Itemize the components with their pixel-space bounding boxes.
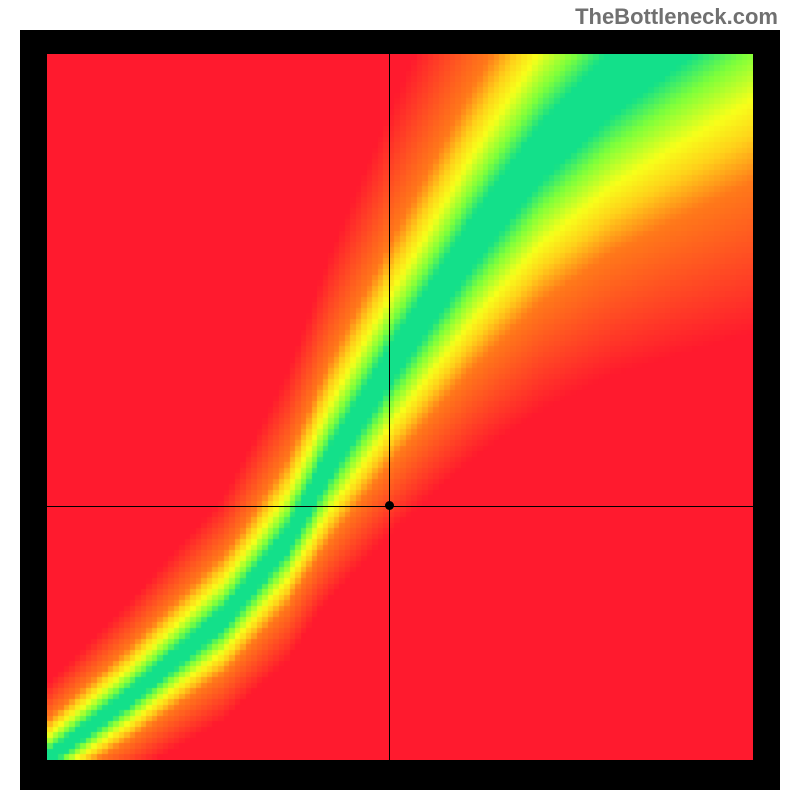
heatmap-canvas xyxy=(47,54,753,760)
chart-frame xyxy=(20,30,780,790)
crosshair-vertical xyxy=(389,54,390,760)
crosshair-horizontal xyxy=(47,506,753,507)
watermark-text: TheBottleneck.com xyxy=(575,4,778,30)
